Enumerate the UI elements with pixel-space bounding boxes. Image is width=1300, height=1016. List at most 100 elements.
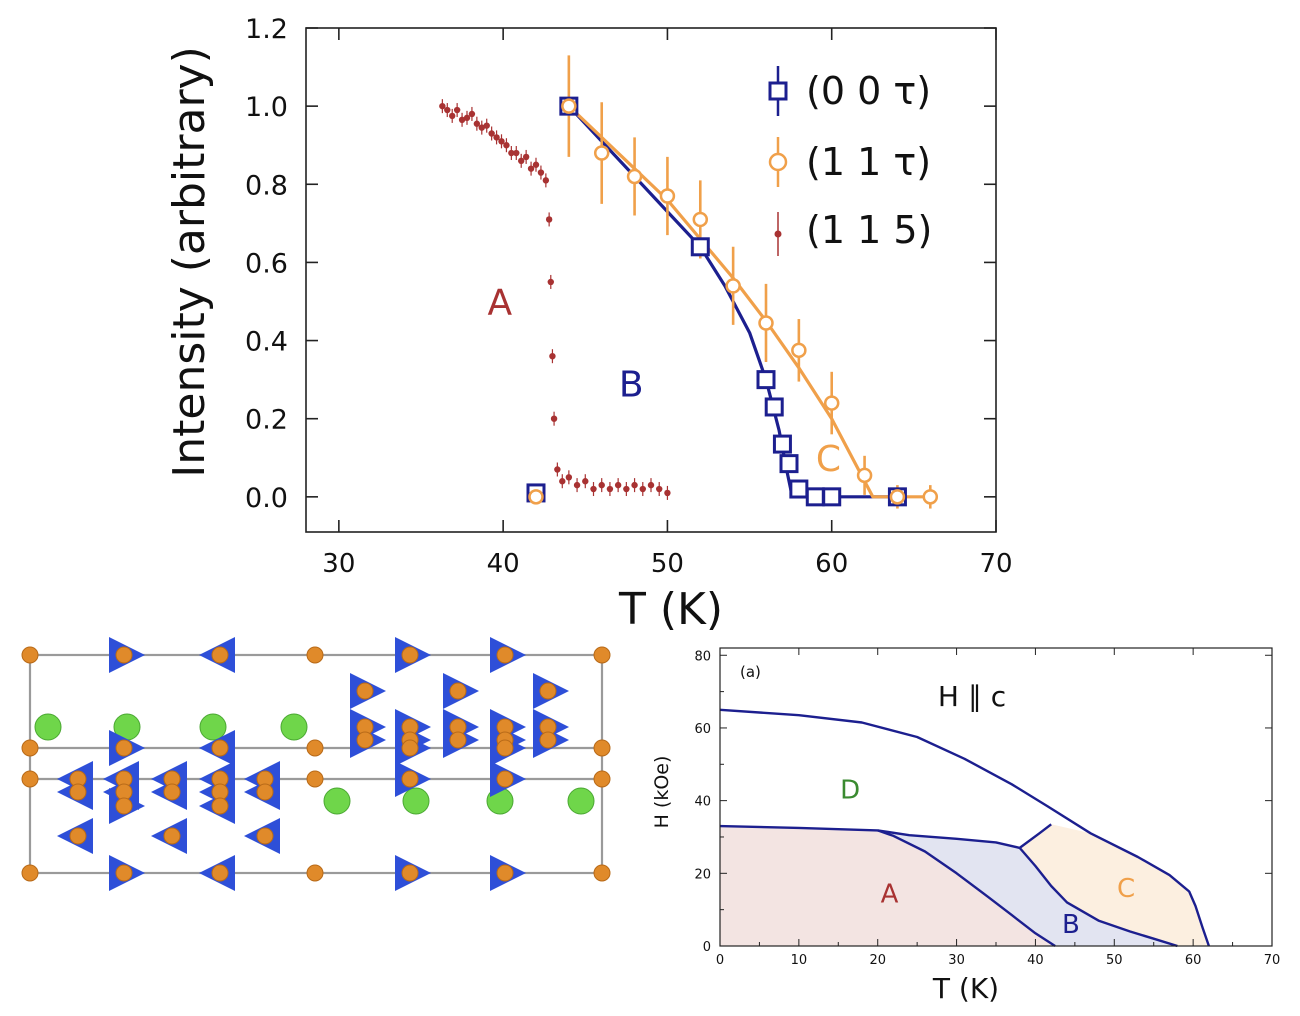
y-tick-label: 60 [694,722,711,737]
orange-atom [211,864,229,882]
plot-frame [305,27,997,533]
green-atom [402,787,430,815]
legend: (0 0 τ) (1 1 τ) (1 1 5) [768,66,932,256]
orange-atom [21,646,39,664]
x-tick-label: 30 [948,953,965,968]
data-point-115 [483,122,490,129]
orange-atom [593,739,611,757]
data-point-115 [590,485,597,493]
x-tick-label: 50 [1106,953,1123,968]
data-point-115 [656,485,663,493]
data-point-115 [444,106,451,114]
y-axis: 0.0 0.2 0.4 0.6 0.8 1.0 1.2 [245,14,996,514]
data-point-115 [614,481,622,489]
data-point-00tau [789,479,809,499]
data-point-00tau [772,434,792,454]
data-point-115 [527,165,535,172]
data-point-115 [449,112,456,120]
region-label-D: D [840,776,860,806]
data-point-115 [537,169,545,176]
orange-atom [449,731,467,749]
data-point-115 [488,130,495,137]
data-point-115 [550,415,558,422]
data-point-115 [631,481,638,489]
data-point-115 [559,478,566,485]
data-point-115 [458,116,466,124]
orange-atom [306,739,324,757]
orange-atom [256,827,274,845]
data-point-11tau [791,342,807,359]
phase-boundary-3 [1018,847,1178,948]
data-point-00tau [779,454,799,474]
data-point-115 [522,153,530,161]
spin-arrows [57,637,569,891]
data-point-115 [623,485,630,493]
error-bars [441,55,932,509]
green-atom [567,787,595,815]
legend-label-00tau: (0 0 τ) [806,69,931,113]
phase-labels: A B C [488,282,841,479]
data-point-11tau [725,278,741,294]
x-axis-label: T (K) [618,584,723,635]
green-atom [113,713,141,741]
data-point-115 [545,216,553,223]
data-point-115 [549,352,556,360]
y-axis-label: Intensity (arbitrary) [164,46,215,477]
legend-item-11tau: (1 1 τ) [768,137,931,187]
y-tick-label: 1.0 [245,92,288,123]
orange-atom [211,739,229,757]
x-axis: 0 10 20 30 40 50 60 70 [716,648,1280,968]
x-tick-label: 10 [791,953,808,968]
data-point-11tau [528,489,544,505]
orange-atom [21,770,39,788]
data-point-00tau [805,487,825,507]
legend-item-00tau: (0 0 τ) [768,66,931,116]
x-tick-label: 60 [815,549,848,579]
crystal-structure-diagram [21,637,611,891]
data-point-115 [468,110,476,118]
data-point-115 [508,149,515,157]
x-tick-label: 30 [322,549,355,579]
orange-atom [539,682,557,700]
data-point-00tau [764,397,784,417]
panel-label: (a) [740,663,761,681]
x-tick-label: 50 [651,549,684,579]
unit-cell-frame [28,653,604,875]
phase-label-C: C [816,439,841,480]
chart-title: H ∥ c [938,680,1006,713]
phase-diagram: 0 10 20 30 40 50 60 70 0 20 40 60 80 A B C D (a) H ∥ c… [651,647,1280,1005]
data-point-11tau [561,98,577,114]
data-point-115 [542,177,550,184]
phase-boundary-2 [1018,823,1052,849]
x-axis-label: T (K) [932,972,999,1005]
region-label-B: B [1062,910,1080,940]
data-point-115 [453,106,461,114]
orange-atom [356,682,374,700]
green-atom [323,787,351,815]
data-point-11tau [758,315,774,331]
orange-atom [401,739,419,757]
data-point-115 [478,124,485,131]
data-point-00tau [756,370,776,390]
y-tick-label: 40 [694,795,711,810]
orange-atom [593,646,611,664]
green-atom [34,713,62,741]
y-tick-label: 0.2 [245,405,288,436]
data-point-115 [547,278,554,286]
orange-atom [496,770,514,788]
orange-atoms [21,646,611,882]
region-A-fill [720,826,1056,946]
data-point-115 [503,142,510,149]
x-tick-label: 40 [1027,953,1044,968]
y-tick-label: 0.4 [245,327,288,358]
green-atom [486,787,514,815]
orange-atom [163,783,181,801]
x-tick-label: 70 [1264,953,1281,968]
data-point-11tau [692,211,709,228]
y-axis-label: H (kOe) [651,756,673,829]
phase-boundary-4 [877,829,1056,948]
y-tick-label: 0 [703,940,711,955]
data-point-115 [493,134,500,141]
orange-atom [593,770,611,788]
